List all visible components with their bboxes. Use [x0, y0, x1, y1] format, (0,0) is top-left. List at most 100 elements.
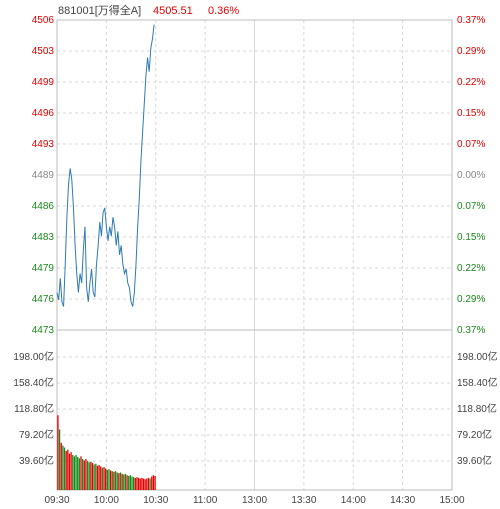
header-code-name: 881001[万得全A]: [58, 3, 141, 17]
volume-bar: [154, 475, 156, 490]
volume-bar: [67, 449, 69, 490]
header-price: 4505.51: [153, 5, 193, 17]
volume-bar: [114, 471, 117, 490]
volume-bar: [65, 450, 67, 490]
price-tick-label: 4479: [32, 263, 55, 274]
volume-bar: [96, 465, 99, 490]
volume-bar: [105, 468, 107, 490]
volume-bar: [118, 473, 120, 490]
volume-bar: [75, 454, 77, 490]
volume-bar: [98, 465, 100, 490]
pct-tick-label: 0.07%: [457, 139, 485, 150]
volume-bar: [119, 472, 122, 490]
volume-bar: [90, 461, 92, 490]
pct-tick-label: 0.22%: [457, 77, 485, 88]
volume-bar: [108, 469, 110, 490]
volume-bar: [111, 471, 113, 490]
volume-bar: [146, 478, 148, 490]
volume-bar: [129, 475, 132, 490]
volume-tick-label-right: 79.20亿: [457, 428, 492, 441]
price-tick-label: 4476: [32, 294, 55, 305]
time-tick-label: 11:00: [193, 495, 218, 506]
volume-bar: [81, 459, 84, 490]
volume-bar: [141, 477, 143, 490]
volume-tick-label-right: 158.40亿: [457, 376, 498, 389]
header-change-pct: 0.36%: [208, 5, 239, 17]
volume-bar: [109, 470, 112, 490]
volume-bar: [85, 459, 87, 490]
volume-bar: [137, 477, 140, 490]
price-tick-label: 4503: [32, 46, 55, 57]
price-tick-label: 4489: [32, 170, 55, 181]
time-tick-label: 10:30: [143, 495, 168, 506]
volume-bar: [149, 478, 151, 490]
volume-bar: [124, 473, 127, 490]
time-tick-label: 10:00: [94, 495, 119, 506]
price-tick-label: 4473: [32, 325, 55, 336]
volume-bar: [103, 467, 105, 490]
volume-bar: [144, 479, 146, 490]
volume-bar: [101, 467, 104, 490]
volume-bar: [139, 478, 141, 490]
time-tick-label: 15:00: [439, 495, 464, 506]
volume-tick-label: 79.20亿: [19, 428, 54, 441]
volume-bar: [133, 477, 135, 490]
price-tick-label: 4499: [32, 77, 55, 88]
price-tick-label: 4506: [32, 15, 55, 26]
pct-tick-label: 0.29%: [457, 46, 485, 57]
volume-bar: [142, 478, 145, 490]
axis-labels: 4506 0.37% 4503 0.29% 4499 0.22% 4496 0.15% 4493…: [13, 15, 497, 506]
volume-bar: [93, 464, 95, 490]
volume-tick-label-right: 39.60亿: [457, 454, 492, 467]
volume-bar: [147, 477, 150, 490]
volume-tick-label: 118.80亿: [14, 402, 54, 415]
price-tick-label: 4496: [32, 108, 55, 119]
volume-tick-label: 39.60亿: [19, 454, 54, 467]
pct-tick-label: 0.37%: [457, 325, 485, 336]
volume-bar: [78, 458, 80, 490]
pct-tick-label: 0.15%: [457, 232, 485, 243]
pct-tick-label: 0.00%: [457, 170, 485, 181]
time-tick-label: 09:30: [44, 495, 69, 506]
pct-tick-label: 0.37%: [457, 15, 485, 26]
pct-tick-label: 0.07%: [457, 201, 485, 212]
volume-bar: [68, 453, 71, 490]
volume-bar: [86, 461, 89, 490]
volume-bar: [88, 462, 90, 490]
volume-bar: [100, 466, 102, 490]
grid: [56, 19, 453, 491]
volume-bar: [152, 475, 155, 490]
price-line: [56, 24, 155, 307]
volume-tick-label: 198.00亿: [13, 350, 54, 363]
time-tick-label: 14:00: [341, 495, 366, 506]
pct-tick-label: 0.22%: [457, 263, 485, 274]
volume-bar: [58, 429, 61, 490]
volume-bar: [106, 469, 108, 490]
time-tick-label: 13:00: [242, 495, 267, 506]
volume-bar: [70, 452, 72, 490]
volume-bar: [123, 474, 125, 490]
volume-bar: [57, 415, 59, 490]
volume-bar: [131, 476, 133, 490]
pct-tick-label: 0.29%: [457, 294, 485, 305]
volume-bar: [62, 445, 64, 490]
volume-bar: [126, 475, 128, 490]
volume-tick-label: 158.40亿: [13, 376, 54, 389]
time-tick-label: 13:30: [291, 495, 316, 506]
volume-bar: [128, 475, 130, 490]
volume-bar: [95, 463, 97, 490]
volume-bar: [80, 456, 82, 490]
volume-bar: [63, 447, 66, 490]
volume-bar: [91, 463, 94, 490]
volume-bar: [116, 472, 118, 490]
price-line-layer: [56, 24, 155, 307]
plot-border: [56, 19, 453, 491]
volume-bar: [73, 456, 76, 490]
price-tick-label: 4493: [32, 139, 55, 150]
volume-bar: [136, 477, 138, 490]
time-tick-label: 14:30: [390, 495, 415, 506]
volume-bar: [151, 476, 153, 490]
volume-bar: [77, 457, 79, 490]
price-tick-label: 4486: [32, 201, 55, 212]
